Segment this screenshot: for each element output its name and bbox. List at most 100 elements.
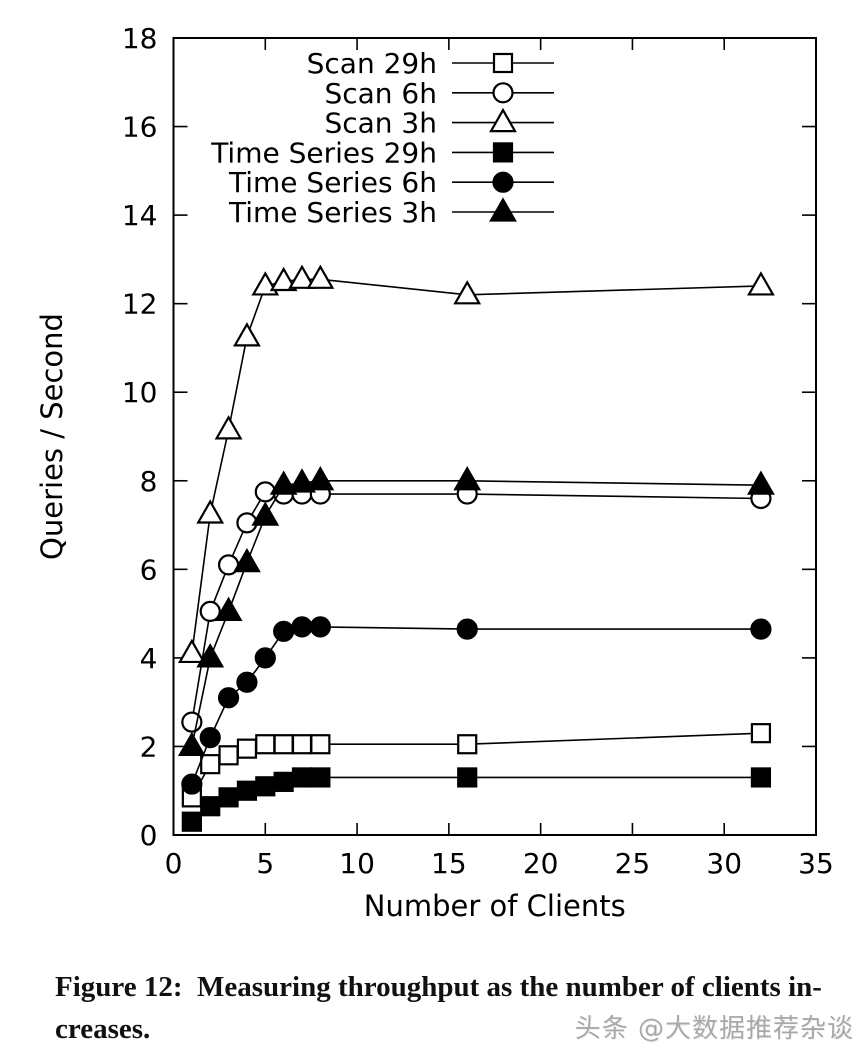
marker-filled-triangle [306, 466, 335, 491]
y-tick-label: 6 [140, 553, 158, 586]
x-tick-label: 5 [256, 847, 274, 880]
marker-open-square [273, 734, 294, 755]
legend-label: Time Series 6h [228, 166, 437, 199]
marker-filled-circle [750, 618, 772, 640]
figure-caption: Figure 12: Measuring throughput as the n… [55, 966, 825, 1050]
marker-filled-triangle [489, 197, 517, 222]
marker-filled-triangle [251, 501, 280, 526]
marker-filled-circle [236, 671, 258, 693]
marker-open-square [291, 734, 313, 755]
legend-label: Time Series 29h [210, 136, 437, 169]
x-tick-label: 10 [339, 847, 375, 880]
marker-filled-circle [492, 171, 514, 193]
marker-open-triangle [489, 107, 517, 133]
series-time-series-29h [181, 767, 772, 832]
marker-filled-square [492, 142, 514, 163]
marker-filled-square [236, 780, 258, 801]
marker-filled-triangle [233, 547, 261, 573]
plot-border [172, 37, 817, 836]
legend-label: Scan 29h [307, 47, 437, 80]
marker-open-circle [492, 82, 514, 104]
marker-filled-circle [254, 647, 276, 669]
x-tick-label: 0 [165, 847, 183, 880]
marker-open-triangle [269, 266, 298, 292]
y-tick-label: 12 [122, 288, 158, 321]
marker-filled-square [200, 796, 221, 817]
legend-item-scan-29h: Scan 29h [307, 47, 554, 80]
marker-filled-triangle [269, 470, 298, 495]
marker-filled-triangle [747, 470, 775, 495]
caption-line-1: Figure 12: Measuring throughput as the n… [55, 971, 822, 1003]
marker-filled-circle [273, 620, 295, 642]
marker-open-triangle [177, 638, 206, 664]
y-tick-label: 2 [140, 730, 158, 763]
marker-filled-square [291, 767, 313, 788]
marker-open-triangle [233, 322, 261, 347]
legend-item-scan-6h: Scan 6h [324, 77, 554, 110]
marker-open-square [457, 734, 478, 755]
x-tick-label: 20 [523, 847, 559, 880]
marker-open-square [750, 723, 772, 744]
marker-open-triangle [288, 264, 316, 289]
y-tick-label: 0 [140, 819, 158, 852]
marker-filled-square [273, 771, 294, 792]
marker-filled-triangle [453, 466, 482, 491]
y-tick-label: 18 [122, 22, 158, 55]
marker-filled-triangle [196, 643, 225, 668]
marker-open-circle [199, 600, 221, 622]
x-tick-label: 30 [706, 847, 742, 880]
watermark-text: 头条 @大数据推荐杂谈 [574, 1014, 854, 1044]
marker-filled-triangle [288, 468, 316, 493]
series-line [191, 479, 761, 747]
marker-filled-square [457, 767, 478, 788]
y-axis-label: Queries / Second [35, 313, 69, 560]
marker-filled-triangle [214, 596, 243, 621]
series-time-series-3h [177, 466, 775, 757]
series-line [191, 490, 761, 723]
marker-filled-circle [309, 616, 331, 638]
x-tick-label: 15 [431, 847, 467, 880]
legend-item-scan-3h: Scan 3h [324, 107, 554, 140]
marker-open-square [492, 52, 514, 74]
marker-filled-circle [291, 616, 313, 638]
marker-open-triangle [196, 499, 225, 524]
marker-open-triangle [453, 280, 482, 305]
series-line [191, 626, 761, 785]
caption-line-2: creases. [55, 1013, 151, 1045]
marker-open-square [310, 734, 331, 755]
y-tick-label: 14 [122, 199, 158, 232]
marker-filled-square [181, 811, 202, 832]
x-axis-label: Number of Clients [364, 889, 626, 923]
y-tick-label: 10 [122, 376, 158, 409]
marker-open-square [200, 754, 221, 775]
marker-filled-circle [456, 618, 478, 640]
y-tick-label: 8 [140, 465, 158, 498]
marker-filled-circle [199, 726, 221, 749]
legend-item-time-series-29h: Time Series 29h [210, 136, 554, 169]
series-time-series-6h [181, 616, 772, 795]
marker-filled-triangle [177, 731, 206, 757]
legend-label: Scan 3h [324, 107, 437, 140]
marker-open-square [255, 734, 276, 755]
marker-filled-circle [181, 773, 203, 795]
marker-filled-square [750, 767, 772, 788]
series-scan-3h [177, 264, 775, 664]
series-line [191, 278, 761, 654]
marker-filled-square [255, 776, 276, 797]
x-tick-label: 25 [615, 847, 651, 880]
marker-open-square [236, 738, 258, 759]
x-tick-label: 35 [798, 847, 834, 880]
y-tick-label: 16 [122, 111, 158, 144]
legend-label: Time Series 3h [228, 196, 437, 229]
y-tick-label: 4 [140, 642, 158, 675]
marker-open-triangle [214, 415, 243, 440]
marker-open-square [218, 745, 239, 766]
marker-open-triangle [747, 271, 775, 296]
marker-filled-square [218, 787, 239, 808]
marker-filled-circle [217, 687, 240, 709]
marker-open-triangle [306, 264, 335, 289]
legend-label: Scan 6h [324, 77, 437, 110]
legend-item-time-series-6h: Time Series 6h [228, 166, 554, 199]
